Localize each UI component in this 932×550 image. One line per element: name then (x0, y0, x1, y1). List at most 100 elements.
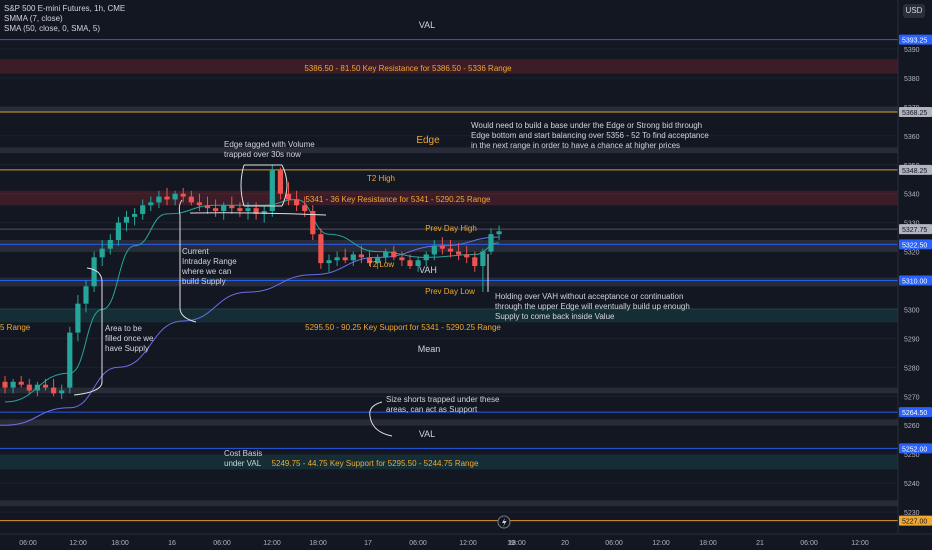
price-label[interactable]: 5368.25 (899, 106, 932, 117)
candle[interactable] (115, 216, 121, 246)
candle[interactable] (496, 225, 502, 240)
candle[interactable] (180, 187, 186, 203)
candle[interactable] (415, 257, 421, 272)
svg-text:5310.00: 5310.00 (902, 279, 927, 286)
candle[interactable] (472, 251, 478, 272)
candle[interactable] (213, 199, 219, 217)
candle[interactable] (221, 202, 227, 220)
price-label[interactable]: 5227.00 (899, 515, 932, 526)
price-label[interactable]: 5264.50 (899, 407, 932, 418)
candle[interactable] (407, 254, 413, 269)
candle[interactable] (391, 245, 397, 261)
candle[interactable] (488, 228, 494, 255)
price-label[interactable]: 5322.50 (899, 239, 932, 250)
x-tick-label: 17 (364, 540, 372, 547)
candle[interactable] (18, 375, 24, 388)
x-tick-label: 18:00 (309, 540, 327, 547)
candle[interactable] (383, 248, 389, 264)
candle[interactable] (431, 239, 437, 261)
candle[interactable] (358, 245, 364, 264)
jump-to-realtime-button[interactable] (497, 515, 511, 529)
prev-day-high-label: Prev Day High (425, 224, 477, 233)
legend-sma[interactable]: SMA (50, close, 0, SMA, 5) (4, 24, 101, 33)
candle[interactable] (51, 378, 57, 397)
currency-button[interactable]: USD (903, 4, 925, 18)
svg-text:5348.25: 5348.25 (902, 168, 927, 175)
price-label[interactable]: 5252.00 (899, 443, 932, 454)
candle[interactable] (456, 242, 462, 261)
candle[interactable] (334, 251, 340, 267)
svg-text:5368.25: 5368.25 (902, 110, 927, 117)
candle[interactable] (423, 251, 429, 267)
candle[interactable] (439, 237, 445, 255)
candle[interactable] (277, 167, 283, 200)
candle[interactable] (10, 378, 16, 394)
zone-band (0, 106, 898, 113)
candle[interactable] (172, 190, 178, 206)
candle[interactable] (34, 381, 40, 397)
candle[interactable] (229, 196, 235, 214)
price-label[interactable]: 5310.00 (899, 275, 932, 286)
candle[interactable] (302, 196, 308, 217)
candle[interactable] (350, 251, 356, 267)
x-tick-label: 18:00 (508, 540, 526, 547)
candle[interactable] (464, 245, 470, 264)
candle[interactable] (132, 208, 138, 226)
area-fill-note-line2: filled once we (105, 334, 154, 343)
candle[interactable] (261, 205, 267, 223)
candle[interactable] (140, 199, 146, 220)
candle[interactable] (318, 228, 324, 269)
y-tick-label: 5280 (904, 365, 920, 372)
candle[interactable] (204, 196, 211, 214)
candle[interactable] (26, 378, 32, 394)
candle[interactable] (237, 202, 243, 217)
would-need-note-line1: Would need to build a base under the Edg… (471, 121, 702, 130)
price-label[interactable]: 5393.25 (899, 34, 932, 45)
candle[interactable] (99, 239, 105, 267)
x-tick-label: 12:00 (652, 540, 670, 547)
x-tick-label: 06:00 (800, 540, 818, 547)
candle[interactable] (366, 251, 373, 267)
y-tick-label: 5290 (904, 336, 920, 343)
candle[interactable] (59, 384, 65, 400)
candle[interactable] (269, 164, 275, 217)
candle[interactable] (310, 205, 316, 240)
candle[interactable] (447, 239, 454, 258)
price-label[interactable]: 5348.25 (899, 164, 932, 175)
candle[interactable] (285, 182, 292, 206)
y-tick-label: 5330 (904, 221, 920, 228)
candle[interactable] (156, 190, 162, 209)
candle[interactable] (188, 190, 194, 206)
smma-line[interactable] (4, 198, 500, 403)
candle[interactable] (107, 234, 113, 255)
candle[interactable] (67, 326, 73, 394)
candle[interactable] (480, 248, 486, 293)
candle[interactable] (91, 251, 97, 293)
candle[interactable] (399, 251, 405, 267)
candle[interactable] (294, 190, 300, 212)
legend-smma[interactable]: SMMA (7, close) (4, 14, 63, 23)
price-label[interactable]: 5327.75 (899, 224, 932, 235)
candle[interactable] (375, 254, 381, 269)
candle[interactable] (2, 375, 8, 394)
area-fill-note-line1: Area to be (105, 324, 142, 333)
candle[interactable] (123, 211, 130, 232)
candle[interactable] (148, 196, 154, 212)
zone-band (0, 59, 898, 74)
candle[interactable] (42, 378, 49, 391)
candle[interactable] (245, 202, 251, 220)
candle[interactable] (326, 254, 332, 272)
svg-text:5227.00: 5227.00 (902, 519, 927, 526)
legend-symbol[interactable]: S&P 500 E-mini Futures, 1h, CME (4, 4, 126, 13)
candle[interactable] (342, 248, 348, 264)
candle[interactable] (75, 294, 81, 342)
candle[interactable] (164, 187, 170, 206)
candle[interactable] (196, 193, 202, 212)
candle[interactable] (253, 202, 259, 220)
current-range-note-line4: build Supply (182, 277, 226, 286)
candle[interactable] (83, 280, 89, 313)
svg-text:5327.75: 5327.75 (902, 227, 927, 234)
holding-note-line1: Holding over VAH without acceptance or c… (495, 292, 683, 301)
